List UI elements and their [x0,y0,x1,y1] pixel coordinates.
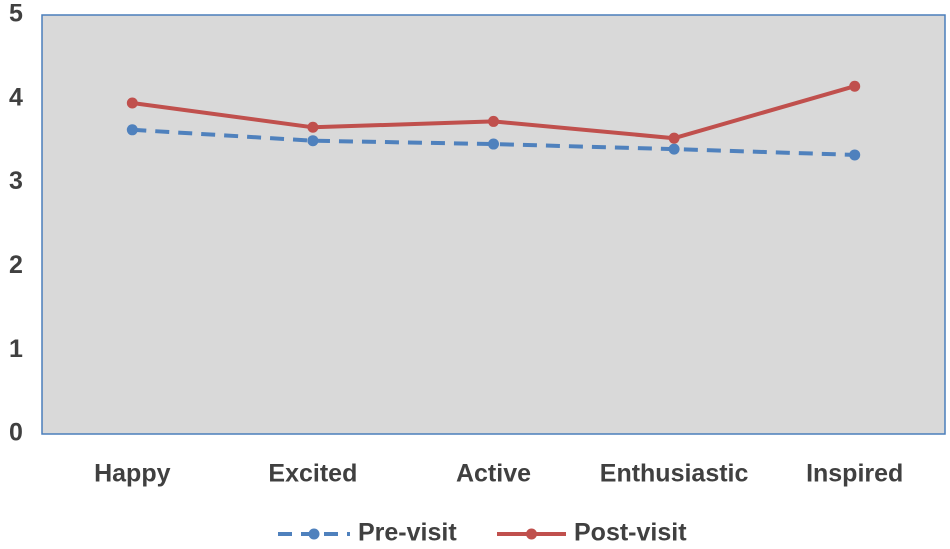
data-point [849,149,861,161]
y-tick-label: 3 [9,167,23,195]
y-axis-ticks: 0 1 2 3 4 5 [9,0,23,447]
y-tick-label: 2 [9,251,23,279]
data-point [307,135,319,147]
x-tick-label: Active [456,460,531,488]
plot-area [41,14,946,435]
y-tick-label: 5 [9,0,23,28]
x-tick-label: Enthusiastic [600,460,749,488]
data-point [126,124,138,136]
data-point [668,143,680,155]
y-tick-label: 0 [9,419,23,447]
data-point [849,80,861,92]
x-tick-label: Inspired [806,460,903,488]
series-layer [126,80,861,161]
x-tick-label: Happy [94,460,171,488]
x-axis-ticks: Happy Excited Active Enthusiastic Inspired [94,460,903,488]
x-tick-label: Excited [268,460,357,488]
legend: Pre-visit Post-visit [278,519,687,547]
y-tick-label: 1 [9,335,23,363]
data-point [488,115,499,127]
data-point [488,138,499,150]
legend-label: Post-visit [574,519,687,547]
legend-marker [526,528,537,540]
data-point [307,121,319,133]
data-point [126,97,138,109]
data-point [668,132,680,144]
y-tick-label: 4 [9,83,23,111]
legend-label: Pre-visit [358,519,457,547]
series-line-pre-visit [132,127,855,157]
legend-marker [308,528,320,540]
